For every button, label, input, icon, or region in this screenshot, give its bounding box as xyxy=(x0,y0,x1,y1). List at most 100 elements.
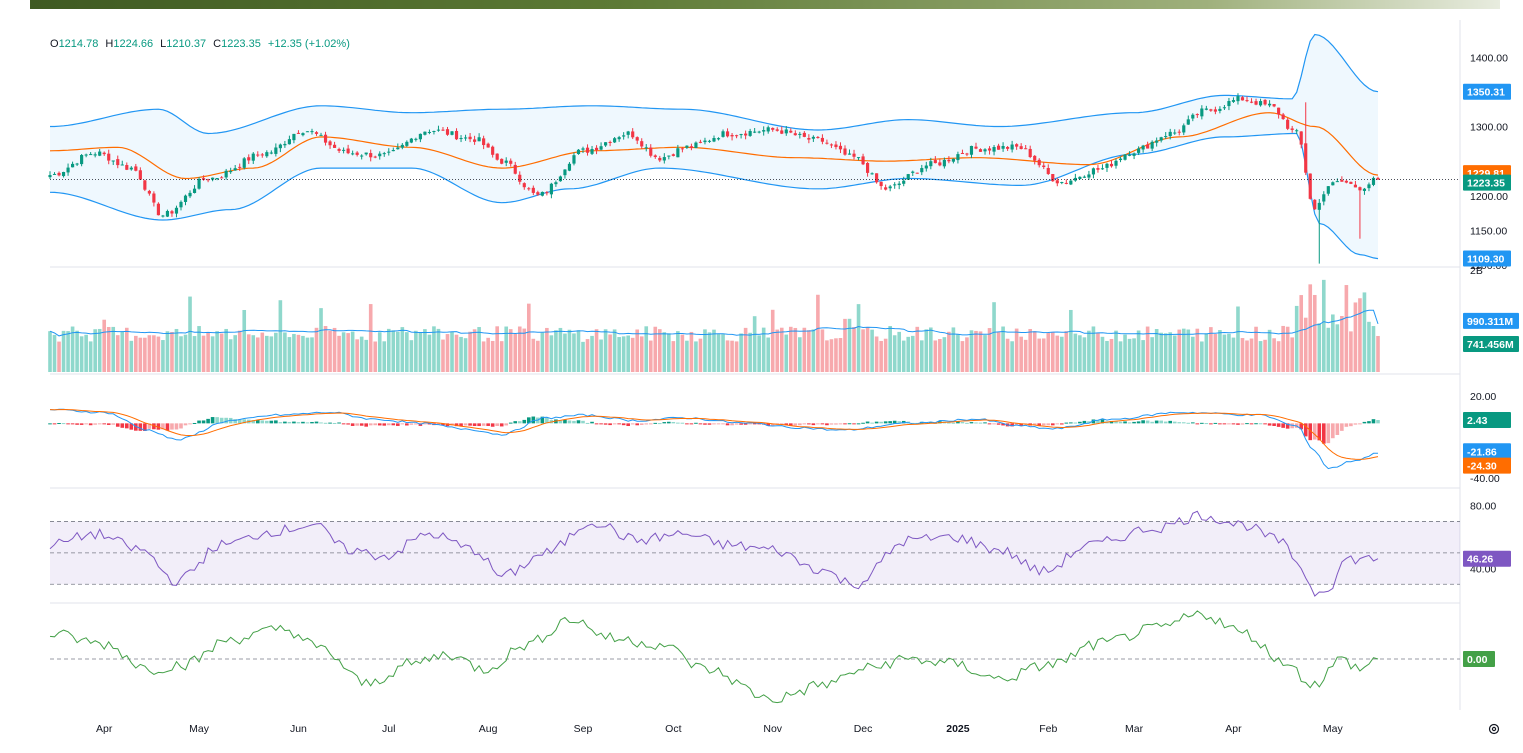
macd-histogram-bar xyxy=(1209,423,1213,425)
macd-histogram-bar xyxy=(567,420,572,424)
volume-bar xyxy=(766,337,771,372)
candle-body xyxy=(1055,180,1059,184)
macd-histogram-bar xyxy=(721,423,725,425)
volume-bar xyxy=(1344,285,1349,372)
candle-body xyxy=(319,134,323,136)
macd-value-badge-bg xyxy=(1463,443,1511,460)
candle-body xyxy=(247,157,251,161)
candle-body xyxy=(1335,181,1339,183)
candle-body xyxy=(409,138,413,143)
volume-bar xyxy=(1200,341,1204,372)
volume-bar xyxy=(1281,325,1285,372)
x-axis-month-label: Mar xyxy=(1125,723,1144,735)
macd-histogram-bar xyxy=(1145,420,1150,424)
macd-histogram-bar xyxy=(1222,423,1227,425)
candle-body xyxy=(179,201,183,208)
volume-bar xyxy=(228,339,233,372)
volume-bar xyxy=(1028,328,1032,372)
candle-body xyxy=(662,157,666,161)
candle-body xyxy=(1164,136,1168,138)
volume-bar xyxy=(798,337,802,372)
volume-bar xyxy=(441,339,445,372)
volume-bar xyxy=(368,304,373,372)
macd-histogram-bar xyxy=(251,420,256,424)
volume-bar xyxy=(1163,333,1168,372)
volume-bar xyxy=(1240,338,1245,372)
macd-histogram-bar xyxy=(897,421,902,424)
macd-histogram-bar xyxy=(662,422,667,424)
candle-body xyxy=(938,162,942,166)
candle-body xyxy=(978,149,983,152)
volume-bar xyxy=(283,332,287,372)
macd-histogram-bar xyxy=(106,423,111,425)
volume-bar xyxy=(558,327,563,372)
volume-bar xyxy=(61,330,66,372)
candle-body xyxy=(1281,114,1285,120)
candle-body xyxy=(594,147,599,151)
macd-histogram-bar xyxy=(423,423,427,425)
candle-body xyxy=(775,129,779,131)
candle-body xyxy=(698,141,703,143)
candle-body xyxy=(143,180,147,190)
candle-body xyxy=(545,192,549,194)
candle-body xyxy=(915,172,919,174)
macd-histogram-bar xyxy=(1367,421,1371,424)
volume-bar xyxy=(554,330,558,372)
candle-body xyxy=(757,131,761,133)
macd-histogram-bar xyxy=(1060,423,1064,425)
volume-bar xyxy=(1294,305,1299,372)
settings-gear-icon[interactable] xyxy=(1487,722,1501,736)
volume-bar xyxy=(423,329,427,372)
candle-body xyxy=(649,147,653,156)
candle-body xyxy=(1367,184,1371,189)
macd-histogram-bar xyxy=(1100,419,1105,424)
candle-body xyxy=(865,162,870,173)
macd-histogram-bar xyxy=(495,423,499,426)
macd-histogram-bar xyxy=(341,423,346,425)
macd-histogram-bar xyxy=(1190,422,1195,424)
macd-histogram-bar xyxy=(57,423,61,425)
macd-histogram-bar xyxy=(816,423,820,425)
volume-bar xyxy=(436,328,441,372)
volume-bar xyxy=(346,333,350,372)
macd-histogram-bar xyxy=(499,423,504,427)
candle-body xyxy=(360,155,364,157)
macd-histogram-bar xyxy=(1335,423,1340,435)
volume-bar xyxy=(599,339,603,372)
macd-histogram-bar xyxy=(807,423,811,425)
volume-bar xyxy=(468,331,472,372)
macd-histogram-bar xyxy=(206,418,210,424)
candle-body xyxy=(920,168,924,173)
macd-histogram-bar xyxy=(1132,421,1136,424)
volume-bar xyxy=(161,340,165,372)
candle-body xyxy=(996,145,1001,150)
macd-histogram-bar xyxy=(237,419,242,424)
volume-bar xyxy=(84,334,88,372)
candle-body xyxy=(1272,104,1276,107)
volume-bar xyxy=(522,328,527,372)
macd-histogram-bar xyxy=(1082,420,1087,424)
volume-bar xyxy=(748,332,752,372)
macd-histogram-bar xyxy=(1353,423,1358,425)
macd-histogram-bar xyxy=(1163,421,1168,424)
candle-body xyxy=(400,144,404,148)
candle-body xyxy=(1304,143,1308,173)
macd-histogram-bar xyxy=(1317,423,1322,441)
candle-body xyxy=(75,163,79,165)
candle-body xyxy=(1286,119,1290,129)
macd-histogram-bar xyxy=(129,423,134,430)
macd-histogram-bar xyxy=(346,423,350,425)
candle-body xyxy=(581,148,585,150)
macd-histogram-bar xyxy=(301,421,305,424)
volume-bar xyxy=(1308,284,1313,372)
volume-bar xyxy=(536,340,540,372)
candle-body xyxy=(445,129,450,135)
candle-body xyxy=(680,148,684,150)
candle-body xyxy=(342,149,346,151)
macd-histogram-bar xyxy=(332,422,337,424)
candle-body xyxy=(120,164,124,166)
candle-body xyxy=(251,153,255,161)
volume-bar xyxy=(1123,334,1127,372)
candle-body xyxy=(378,153,382,157)
